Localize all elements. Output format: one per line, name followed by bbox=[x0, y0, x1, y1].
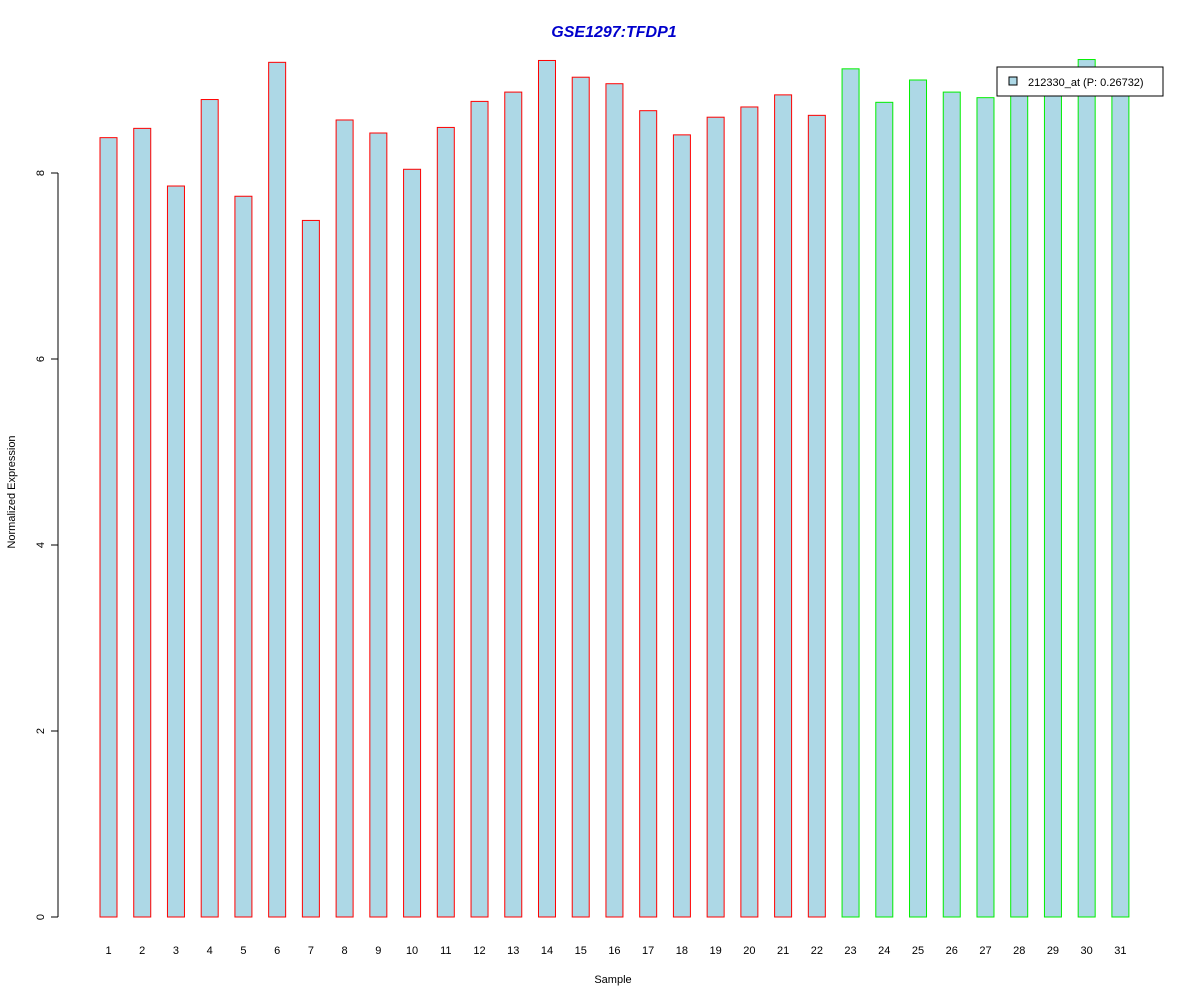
bar-sample-3 bbox=[166, 185, 185, 918]
bar-sample-13 bbox=[504, 91, 523, 918]
bar-sample-18 bbox=[672, 134, 691, 918]
legend: 212330_at (P: 0.26732) bbox=[996, 66, 1164, 97]
x-tick-label: 23 bbox=[844, 945, 856, 957]
bar-sample-21 bbox=[774, 94, 793, 918]
bar-sample-9 bbox=[369, 132, 388, 918]
x-tick-label: 26 bbox=[946, 945, 958, 957]
bar-sample-5 bbox=[234, 195, 253, 918]
bar-sample-22 bbox=[807, 114, 826, 918]
chart-title: GSE1297:TFDP1 bbox=[551, 24, 676, 41]
x-tick-label: 20 bbox=[743, 945, 755, 957]
x-axis-label: Sample bbox=[594, 974, 631, 986]
y-axis: 0 2 4 6 8 bbox=[35, 170, 59, 920]
x-tick-label: 31 bbox=[1114, 945, 1126, 957]
y-tick-label: 8 bbox=[35, 170, 47, 176]
legend-swatch bbox=[1008, 76, 1018, 86]
bar-sample-29 bbox=[1043, 83, 1062, 918]
x-tick-label: 18 bbox=[676, 945, 688, 957]
bars bbox=[99, 59, 1130, 918]
x-tick-label: 15 bbox=[575, 945, 587, 957]
x-tick-label: 21 bbox=[777, 945, 789, 957]
x-tick-label: 5 bbox=[240, 945, 246, 957]
x-tick-label: 14 bbox=[541, 945, 553, 957]
y-tick-label: 6 bbox=[35, 356, 47, 362]
bar-sample-26 bbox=[942, 91, 961, 918]
x-tick-label: 10 bbox=[406, 945, 418, 957]
x-tick-label: 11 bbox=[440, 945, 451, 957]
bar-sample-31 bbox=[1111, 83, 1130, 918]
bar-sample-10 bbox=[403, 168, 422, 918]
x-tick-label: 1 bbox=[105, 945, 111, 957]
bar-sample-11 bbox=[436, 126, 455, 918]
x-tick-label: 30 bbox=[1081, 945, 1093, 957]
x-tick-labels: 1 2 3 4 5 6 7 8 9 10 11 12 13 14 15 16 17 18 19 20 21 22 23 24 2… bbox=[105, 945, 1126, 957]
y-tick-label: 4 bbox=[35, 542, 47, 548]
bar-sample-15 bbox=[571, 76, 590, 918]
bar-sample-14 bbox=[537, 59, 556, 918]
bar-sample-23 bbox=[841, 68, 860, 918]
x-tick-label: 3 bbox=[173, 945, 179, 957]
x-tick-label: 6 bbox=[274, 945, 280, 957]
bar-sample-28 bbox=[1010, 84, 1029, 918]
x-tick-label: 9 bbox=[375, 945, 381, 957]
x-tick-label: 2 bbox=[139, 945, 145, 957]
bar-sample-12 bbox=[470, 100, 489, 918]
bar-sample-6 bbox=[268, 61, 287, 918]
x-tick-label: 12 bbox=[473, 945, 485, 957]
x-tick-label: 4 bbox=[207, 945, 213, 957]
bar-sample-17 bbox=[639, 110, 658, 918]
bar-sample-8 bbox=[335, 119, 354, 918]
x-tick-label: 19 bbox=[710, 945, 722, 957]
bar-sample-16 bbox=[605, 83, 624, 918]
bar-sample-4 bbox=[200, 99, 219, 918]
bar-sample-7 bbox=[301, 219, 320, 918]
bar-sample-30 bbox=[1077, 59, 1096, 918]
bar-sample-2 bbox=[133, 127, 152, 918]
bar-sample-27 bbox=[976, 97, 995, 918]
legend-box bbox=[996, 66, 1164, 97]
bar-sample-20 bbox=[740, 106, 759, 918]
x-tick-label: 27 bbox=[979, 945, 991, 957]
bar-sample-25 bbox=[909, 79, 928, 918]
x-tick-label: 22 bbox=[811, 945, 823, 957]
x-tick-label: 17 bbox=[642, 945, 654, 957]
x-tick-label: 8 bbox=[342, 945, 348, 957]
x-tick-label: 13 bbox=[507, 945, 519, 957]
legend-label: 212330_at (P: 0.26732) bbox=[1028, 77, 1144, 89]
y-axis-label: Normalized Expression bbox=[6, 435, 18, 548]
x-tick-label: 25 bbox=[912, 945, 924, 957]
x-tick-label: 28 bbox=[1013, 945, 1025, 957]
x-tick-label: 7 bbox=[308, 945, 314, 957]
bar-sample-19 bbox=[706, 116, 725, 918]
x-tick-label: 24 bbox=[878, 945, 890, 957]
bar-sample-24 bbox=[875, 101, 894, 918]
y-tick-label: 2 bbox=[35, 728, 47, 734]
x-tick-label: 16 bbox=[608, 945, 620, 957]
y-tick-label: 0 bbox=[35, 914, 47, 920]
bar-sample-1 bbox=[99, 137, 118, 918]
x-tick-label: 29 bbox=[1047, 945, 1059, 957]
